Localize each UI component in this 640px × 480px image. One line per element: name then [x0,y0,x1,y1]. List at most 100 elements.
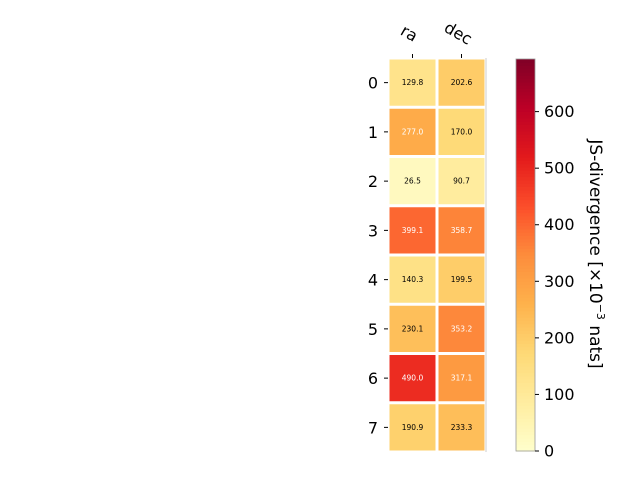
colorbar-segment [516,431,535,436]
colorbar-segment [516,85,535,89]
colorbar-segment [516,94,535,99]
colorbar-label-exp: −3 [594,304,607,320]
heatmap-cells: 129.8 202.6 277.0 170.0 26.5 90.7 399.1 358.7 14… [389,58,487,452]
colorbar-segment [516,130,535,135]
colorbar-segment [516,114,535,119]
colorbar-tick-label-2: 200 [544,328,575,347]
colorbar-segment [516,349,535,354]
colorbar-segment [516,388,535,393]
colorbar-segment [516,405,535,410]
colorbar-segment [516,157,535,161]
colorbar-segment [516,147,535,152]
colorbar-segment [516,287,535,292]
colorbar-segment [516,206,535,210]
heatmap-cell-r3-c1 [438,207,485,254]
colorbar-segment [516,241,535,246]
colorbar-segment [516,225,535,230]
cell-label-r5-c0: 230.1 [402,324,424,333]
colorbar-segment [516,310,535,315]
colorbar-segment [516,153,535,158]
colorbar-segment [516,382,535,387]
row-label-6: 6 [368,369,378,388]
colorbar-segment [516,108,535,112]
row-label-5: 5 [368,320,378,339]
colorbar-segment [516,317,535,321]
heatmap-cell-r2-c1 [438,158,485,205]
colorbar-segment [516,72,535,76]
colorbar-tick-label-1: 100 [544,385,575,404]
row-labels: 0 1 2 3 4 5 6 7 [368,74,388,437]
colorbar-segment [516,189,535,194]
colorbar-segment [516,143,535,148]
colorbar-segment [516,277,535,282]
colorbar-label-main: JS-divergence [×10 [585,138,605,303]
colorbar-segment [516,179,535,184]
colorbar-segment [516,290,535,295]
colorbar-tick-label-5: 500 [544,159,575,178]
cell-label-r0-c0: 129.8 [402,78,424,87]
colorbar-segment [516,359,535,364]
colorbar-segment [516,202,535,207]
colorbar-segment [516,192,535,197]
heatmap-cell-r6-c1 [438,355,485,402]
colorbar-segment [516,219,535,223]
colorbar-segment [516,173,535,178]
cell-label-r4-c0: 140.3 [402,275,424,284]
colorbar-segment [516,411,535,416]
cell-label-r7-c0: 190.9 [402,423,424,432]
colorbar-label: JS-divergence [×10−3 nats] [585,138,607,368]
colorbar-segment [516,424,535,429]
colorbar-segment [516,251,535,256]
colorbar-segment [516,137,535,142]
heatmap-cell-r0-c1 [438,59,485,106]
cell-label-r3-c1: 358.7 [451,226,473,235]
colorbar-segment [516,228,535,233]
heatmap-cell-r5-c0 [389,305,436,352]
colorbar-segment [516,235,535,240]
colorbar-segment [516,222,535,227]
colorbar-segment [516,395,535,400]
colorbar-segment [516,255,535,259]
heatmap-cell-r2-c0 [389,158,436,205]
colorbar-segment [516,170,535,174]
colorbar-segment [516,264,535,269]
cell-label-r4-c1: 199.5 [451,275,473,284]
cell-label-r1-c1: 170.0 [451,127,473,136]
colorbar-segment [516,111,535,116]
colorbar-segment [516,68,535,73]
colorbar-segment [516,326,535,331]
colorbar-segment [516,369,535,374]
colorbar-segment [516,434,535,439]
colorbar-segment [516,134,535,138]
row-label-4: 4 [368,271,378,290]
colorbar-segment [516,300,535,305]
colorbar-segment [516,441,535,446]
colorbar-segment [516,402,535,406]
colorbar-segment [516,428,535,432]
colorbar-segment [516,209,535,214]
colorbar-segment [516,196,535,201]
colorbar-segment [516,379,535,383]
colorbar-segment [516,375,535,380]
colorbar-segment [516,353,535,357]
colorbar-tick-label-3: 300 [544,272,575,291]
colorbar-segment [516,271,535,276]
cell-label-r7-c1: 233.3 [451,423,473,432]
colorbar-segment [516,75,535,80]
colorbar-segment [516,330,535,334]
colorbar-segment [516,313,535,318]
colorbar-tick-label-0: 0 [544,442,554,461]
cell-label-r6-c0: 490.0 [402,374,424,383]
colorbar-segment [516,127,535,132]
colorbar-segment [516,78,535,83]
cell-label-r0-c1: 202.6 [451,78,473,87]
colorbar-segment [516,408,535,413]
cell-label-r3-c0: 399.1 [402,226,424,235]
colorbar-segment [516,215,535,220]
colorbar-segment [516,274,535,279]
colorbar-segment [516,323,535,328]
colorbar-segment [516,362,535,367]
colorbar-segment [516,336,535,341]
heatmap-cell-r6-c0 [389,355,436,402]
